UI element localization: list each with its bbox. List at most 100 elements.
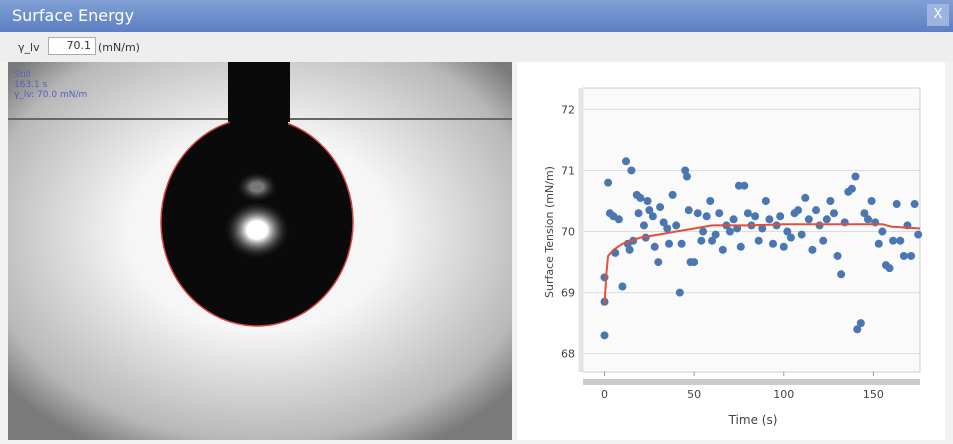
data-point <box>755 237 763 245</box>
data-point <box>690 258 698 266</box>
data-point <box>787 234 795 242</box>
data-point <box>669 191 677 199</box>
data-point <box>683 173 691 181</box>
data-point <box>615 215 623 223</box>
y-tick-label: 71 <box>561 164 575 177</box>
data-point <box>893 200 901 208</box>
plot-area <box>583 88 920 372</box>
data-point <box>851 173 859 181</box>
data-point <box>604 179 612 187</box>
data-point <box>751 212 759 220</box>
data-point <box>857 319 865 327</box>
data-point <box>685 206 693 214</box>
data-point <box>622 157 630 165</box>
data-point <box>875 240 883 248</box>
data-point <box>812 206 820 214</box>
close-button[interactable]: X <box>927 4 949 26</box>
data-point <box>900 252 908 260</box>
data-point <box>697 237 705 245</box>
data-point <box>656 203 664 211</box>
overlay-line: Still <box>14 70 87 80</box>
data-point <box>780 243 788 251</box>
data-point <box>819 237 827 245</box>
data-point <box>798 231 806 239</box>
data-point <box>737 243 745 251</box>
data-point <box>618 282 626 290</box>
data-point <box>649 212 657 220</box>
data-point <box>715 209 723 217</box>
overlay-line: 163.1 s <box>14 80 87 90</box>
data-point <box>762 197 770 205</box>
toolbar: γ_lv 70.1 (mN/m) <box>0 32 953 62</box>
data-point <box>769 240 777 248</box>
data-point <box>837 270 845 278</box>
x-tick-label: 100 <box>773 388 794 401</box>
data-point <box>676 289 684 297</box>
data-point <box>816 221 824 229</box>
data-point <box>654 258 662 266</box>
data-point <box>626 246 634 254</box>
data-point <box>886 264 894 272</box>
data-point <box>911 200 919 208</box>
data-point <box>864 215 872 223</box>
overlay-line: γ_lv: 70.0 mN/m <box>14 90 87 100</box>
data-point <box>794 206 802 214</box>
drop-image <box>8 62 512 440</box>
x-axis-label: Time (s) <box>728 413 778 427</box>
data-point <box>868 197 876 205</box>
data-point <box>907 252 915 260</box>
data-point <box>601 331 609 339</box>
data-point <box>651 243 659 251</box>
y-axis-label: Surface Tension (mN/m) <box>543 166 556 298</box>
data-point <box>640 221 648 229</box>
field-unit: (mN/m) <box>98 41 140 54</box>
data-point <box>672 221 680 229</box>
data-point <box>765 215 773 223</box>
data-point <box>601 273 609 281</box>
data-point <box>834 252 842 260</box>
data-point <box>776 212 784 220</box>
data-point <box>730 215 738 223</box>
chart: Surface Tension (mN/m) Time (s) 68 69 70 71… <box>517 62 945 440</box>
data-point <box>719 246 727 254</box>
x-tick-label: 150 <box>863 388 884 401</box>
field-label: γ_lv <box>18 41 40 54</box>
title-bar: Surface Energy X <box>0 0 953 32</box>
data-point <box>808 246 816 254</box>
data-point <box>801 194 809 202</box>
data-point <box>678 240 686 248</box>
data-point <box>712 231 720 239</box>
data-point <box>636 194 644 202</box>
y-tick-label: 69 <box>561 287 575 300</box>
x-tick-label: 50 <box>687 388 701 401</box>
y-tick-label: 68 <box>561 348 575 361</box>
data-point <box>663 224 671 232</box>
data-point <box>914 231 922 239</box>
data-point <box>848 185 856 193</box>
y-tick-label: 70 <box>561 226 575 239</box>
data-point <box>699 228 707 236</box>
data-point <box>703 212 711 220</box>
data-point <box>805 215 813 223</box>
y-tick-label: 72 <box>561 103 575 116</box>
data-point <box>644 197 652 205</box>
window-title: Surface Energy <box>12 6 134 25</box>
data-point <box>694 209 702 217</box>
data-point <box>896 237 904 245</box>
x-tick-label: 0 <box>601 388 608 401</box>
value-field[interactable]: 70.1 <box>48 37 96 55</box>
data-point <box>706 197 714 205</box>
data-point <box>823 215 831 223</box>
data-point <box>826 197 834 205</box>
data-point <box>726 228 734 236</box>
data-point <box>635 209 643 217</box>
data-point <box>627 166 635 174</box>
data-point <box>830 209 838 217</box>
data-point <box>665 240 673 248</box>
data-point <box>740 182 748 190</box>
data-point <box>889 237 897 245</box>
data-point <box>744 209 752 217</box>
window: Surface Energy X γ_lv 70.1 (mN/m) Still1… <box>0 0 953 444</box>
data-point <box>878 228 886 236</box>
